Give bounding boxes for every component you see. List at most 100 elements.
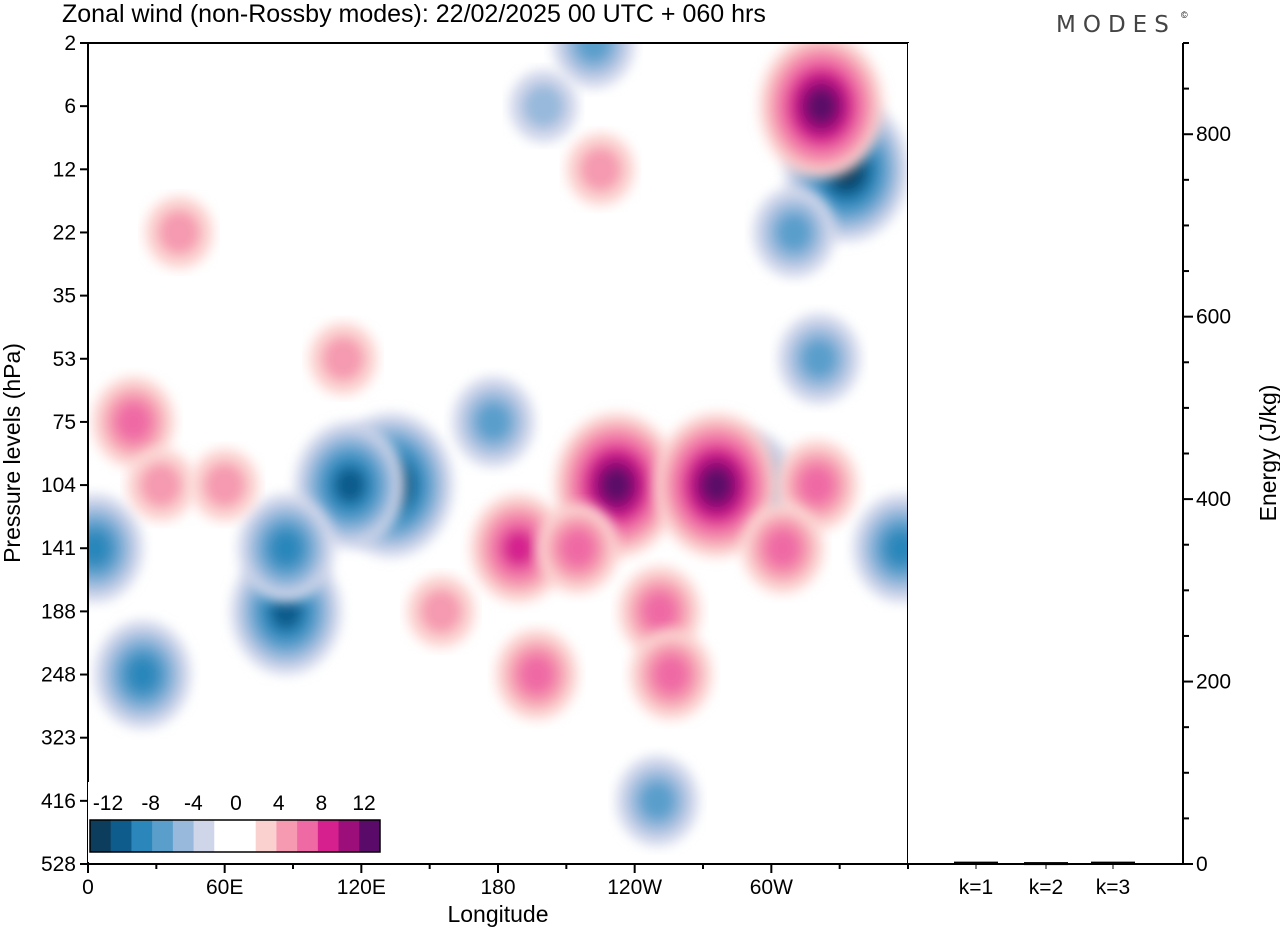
- contour-band: [518, 654, 555, 695]
- longitude-tick-label: 60W: [750, 876, 793, 899]
- energy-background: [908, 43, 1183, 864]
- wind-feature: [536, 503, 619, 594]
- energy-tick-label: 400: [1196, 488, 1231, 511]
- contour-band: [158, 210, 201, 255]
- contour-band: [559, 528, 596, 569]
- pressure-tick-label: 75: [53, 411, 76, 434]
- wind-feature: [294, 422, 405, 549]
- contour-band: [575, 43, 612, 63]
- pressure-tick-label: 416: [41, 790, 76, 813]
- wind-feature: [630, 629, 713, 720]
- wind-feature: [566, 133, 635, 206]
- wind-contours: [88, 43, 908, 846]
- contour-band: [125, 655, 160, 694]
- wind-feature: [309, 322, 378, 395]
- wind-feature: [654, 413, 779, 558]
- colorbar-label: 0: [230, 792, 242, 815]
- contour-band: [601, 467, 632, 503]
- colorbar-swatch: [338, 820, 360, 852]
- chart-title: Zonal wind (non-Rossby modes): 22/02/202…: [62, 0, 766, 28]
- contour-band: [641, 591, 678, 632]
- contour-band: [806, 88, 837, 124]
- pressure-tick-label: 188: [41, 600, 76, 623]
- colorbar-swatch: [110, 820, 132, 852]
- wind-feature: [759, 43, 884, 179]
- wind-feature: [190, 449, 259, 522]
- energy-category-label: k=1: [959, 876, 993, 899]
- contour-band: [334, 467, 366, 504]
- wind-feature: [94, 620, 191, 729]
- colorbar-label: -4: [184, 792, 203, 815]
- contour-band: [475, 401, 512, 442]
- wind-feature: [452, 376, 535, 467]
- wind-feature: [741, 503, 824, 594]
- colorbar-swatch: [297, 820, 319, 852]
- contour-band: [652, 654, 690, 695]
- pressure-tick-label: 104: [41, 474, 76, 497]
- y-axis-label: Pressure levels (hPa): [0, 343, 25, 563]
- wind-feature: [92, 376, 175, 467]
- longitude-tick-label: 0: [82, 876, 94, 899]
- colorbar-swatch: [131, 820, 153, 852]
- contour-band: [270, 593, 302, 630]
- energy-bar: [1024, 862, 1068, 866]
- wind-feature: [552, 43, 635, 88]
- energy-panel: 0 200 400 600 800 k=1 k=2 k=3: [908, 42, 1231, 899]
- energy-bars: [954, 861, 1135, 866]
- wind-feature: [618, 566, 701, 657]
- contour-band: [884, 529, 908, 568]
- wind-feature: [238, 494, 335, 603]
- energy-axis: 0 200 400 600 800: [1183, 42, 1231, 876]
- contour-band: [115, 401, 152, 442]
- longitude-tick-label: 120E: [337, 876, 386, 899]
- pressure-tick-label: 248: [41, 664, 76, 687]
- wind-feature: [778, 313, 861, 404]
- energy-tick-label: 0: [1196, 853, 1208, 876]
- wind-feature: [853, 494, 908, 603]
- colorbar-label: 8: [315, 792, 327, 815]
- colorbar-swatch: [255, 820, 277, 852]
- energy-tick-label: 200: [1196, 671, 1231, 694]
- colorbar-labels: -12 -8 -4 0 4 8 12: [93, 792, 376, 815]
- contour-band: [203, 462, 246, 508]
- colorbar-swatches: [89, 819, 381, 853]
- pressure-tick-label: 53: [53, 348, 76, 371]
- colorbar-swatch: [359, 820, 381, 852]
- energy-tick-label: 600: [1196, 306, 1231, 329]
- wind-feature: [407, 575, 476, 648]
- colorbar: -12 -8 -4 0 4 8 12: [88, 782, 384, 862]
- x-axis-label: Longitude: [447, 901, 548, 927]
- contour-band: [269, 529, 303, 568]
- wind-feature: [753, 187, 836, 278]
- contour-band: [800, 338, 838, 379]
- energy-bar: [1091, 861, 1135, 865]
- colorbar-frame: [89, 819, 381, 853]
- contour-band: [764, 528, 801, 569]
- colorbar-swatch: [235, 820, 257, 852]
- contour-band: [579, 147, 622, 192]
- wind-feature: [126, 449, 195, 522]
- contour-band: [139, 462, 182, 508]
- colorbar-label: 4: [273, 792, 285, 815]
- contour-band: [88, 529, 112, 568]
- colorbar-swatch: [276, 820, 298, 852]
- colorbar-swatch: [172, 820, 195, 852]
- pressure-tick-label: 141: [41, 537, 76, 560]
- colorbar-swatch: [317, 820, 340, 852]
- colorbar-swatch: [193, 820, 215, 852]
- contour-band: [775, 212, 813, 253]
- pressure-tick-label: 528: [41, 853, 76, 876]
- energy-category-label: k=2: [1029, 876, 1063, 899]
- colorbar-label: 12: [352, 792, 375, 815]
- contour-band: [798, 465, 836, 506]
- contour-band: [322, 336, 365, 381]
- energy-axis-label: Energy (J/kg): [1255, 385, 1280, 522]
- pressure-tick-label: 6: [64, 95, 76, 118]
- longitude-axis: 0 60E 120E 180 120W 60W: [82, 864, 909, 899]
- contour-band: [501, 529, 536, 568]
- pressure-tick-label: 2: [64, 32, 76, 55]
- wind-feature: [145, 196, 214, 269]
- energy-category-label: k=3: [1096, 876, 1130, 899]
- wind-feature: [509, 70, 578, 143]
